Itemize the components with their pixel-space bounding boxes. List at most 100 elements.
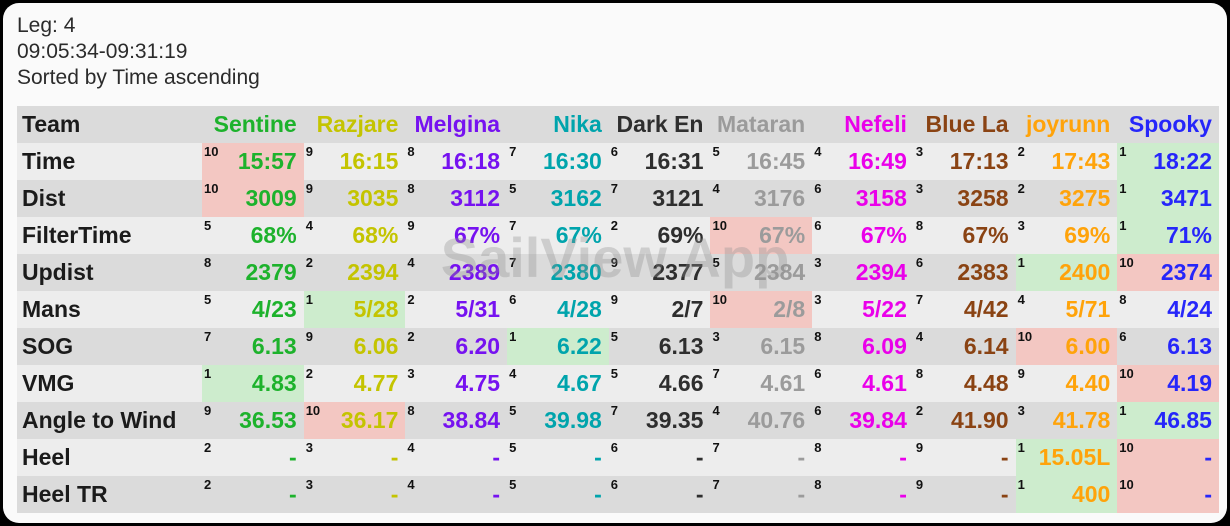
rank-badge: 4	[509, 366, 517, 381]
stat-cell-time-melgina: 8 16:18	[405, 143, 507, 180]
team-column-header-sentine[interactable]: Sentine	[213, 111, 297, 137]
row-label-filtertime[interactable]: FilterTime	[22, 222, 132, 248]
team-column-header-mataran[interactable]: Mataran	[716, 111, 806, 137]
rank-badge: 6	[814, 403, 822, 418]
rank-badge: 3	[1017, 218, 1025, 233]
team-column-header-blue-la[interactable]: Blue La	[925, 111, 1009, 137]
rank-badge: 10	[712, 292, 727, 307]
stat-value: 2374	[1160, 259, 1212, 285]
stat-cell-mans-joyrunn: 4 5/71	[1016, 291, 1118, 328]
row-label-time[interactable]: Time	[22, 148, 76, 174]
stat-cell-time-dark-en: 6 16:31	[609, 143, 711, 180]
stat-value: 2389	[448, 259, 501, 285]
rank-badge: 4	[814, 144, 822, 159]
stat-cell-dist-spooky: 1 3471	[1117, 180, 1219, 217]
stat-cell-updist-nika: 7 2380	[507, 254, 609, 291]
stat-cell-heel-tr-joyrunn: 1 400	[1015, 476, 1118, 513]
rank-badge: 5	[712, 144, 720, 159]
stat-value: 36.17	[340, 407, 399, 433]
rank-badge: 6	[610, 440, 619, 455]
stat-cell-filtertime-dark-en: 2 69%	[609, 217, 711, 254]
stat-value: -	[797, 481, 806, 507]
stat-value: 67%	[555, 222, 602, 248]
rank-badge: 8	[407, 181, 415, 196]
team-column-header-nefeli[interactable]: Nefeli	[844, 111, 907, 137]
rank-badge: 10	[204, 144, 219, 159]
rank-badge: 10	[204, 181, 219, 196]
metric-row-angle-to-wind: Angle to Wind 9 36.53 10 36.17 8 38.84 5 39.98 7 3…	[17, 402, 1219, 439]
rank-badge: 8	[204, 255, 212, 270]
rank-badge: 4	[407, 477, 415, 492]
rank-badge: 1	[509, 329, 517, 344]
rank-badge: 8	[407, 403, 415, 418]
stat-cell-updist-spooky: 10 2374	[1117, 254, 1219, 291]
rank-badge: 7	[610, 403, 619, 418]
stat-value: 6.06	[353, 333, 399, 359]
rank-badge: 4	[407, 440, 415, 455]
team-column-header-dark-en[interactable]: Dark En	[616, 111, 704, 137]
stat-cell-vmg-nika: 4 4.67	[507, 365, 609, 402]
stat-value: 67%	[759, 222, 806, 248]
team-column-header-razjare[interactable]: Razjare	[316, 111, 399, 137]
rank-badge: 2	[1017, 144, 1025, 159]
row-label-vmg[interactable]: VMG	[22, 370, 75, 396]
rank-badge: 7	[712, 477, 720, 492]
rank-badge: 6	[610, 144, 619, 159]
stat-cell-mans-dark-en: 9 2/7	[609, 291, 711, 328]
stat-cell-heel-nika: 5-	[507, 439, 609, 476]
rank-badge: 3	[915, 181, 924, 196]
stat-value: 4.40	[1065, 370, 1111, 396]
stat-value: -	[695, 481, 704, 507]
stat-cell-dist-nika: 5 3162	[507, 180, 609, 217]
row-label-updist[interactable]: Updist	[22, 259, 94, 285]
stat-value: 39.84	[849, 407, 907, 433]
metric-row-vmg: VMG 1 4.83 2 4.77 3 4.75 4 4.67 5 4.66 7 4.61 6 4.61 8 4…	[17, 365, 1219, 402]
team-column-header-melgina[interactable]: Melgina	[414, 111, 501, 137]
metric-row-sog: SOG 7 6.13 9 6.06 2 6.20 1 6.22 5 6.13 3 6.15 8 6.09 4 6…	[17, 328, 1219, 365]
row-label-heel[interactable]: Heel	[22, 444, 71, 470]
stat-value: -	[390, 444, 399, 470]
rank-badge: 7	[509, 144, 517, 159]
stat-value: 6.00	[1065, 333, 1111, 359]
team-column-header-spooky[interactable]: Spooky	[1128, 111, 1212, 137]
row-label-dist[interactable]: Dist	[22, 185, 66, 211]
stat-value: 6.09	[862, 333, 907, 359]
rank-badge: 6	[1119, 329, 1127, 344]
stat-value: -	[1000, 444, 1009, 470]
rank-badge: 3	[814, 292, 822, 307]
stat-cell-updist-mataran: 5 2384	[710, 254, 812, 291]
stat-cell-updist-razjare: 2 2394	[304, 254, 406, 291]
row-label-mans[interactable]: Mans	[22, 296, 81, 322]
stat-cell-angle-to-wind-blue-la: 2 41.90	[914, 402, 1016, 439]
stat-value: -	[899, 444, 907, 470]
team-column-header-joyrunn[interactable]: joyrunn	[1025, 111, 1111, 137]
stat-value: 6.14	[963, 333, 1009, 359]
stat-value: 5/71	[1065, 296, 1111, 322]
metric-row-filtertime: FilterTime 5 68% 4 68% 9 67% 7 67% 2 69% 10 67% 6 67% 8…	[17, 217, 1219, 254]
stat-cell-sog-razjare: 9 6.06	[304, 328, 406, 365]
stat-value: 400	[1071, 481, 1111, 507]
rank-badge: 3	[1017, 403, 1025, 418]
stat-value: 68%	[250, 222, 297, 248]
corner-label-team[interactable]: Team	[22, 111, 81, 137]
stat-cell-dist-mataran: 4 3176	[710, 180, 812, 217]
stat-cell-filtertime-nika: 7 67%	[507, 217, 609, 254]
stat-cell-angle-to-wind-dark-en: 7 39.35	[609, 402, 711, 439]
stat-cell-heel-tr-nika: 5-	[507, 476, 609, 513]
rank-badge: 5	[204, 218, 212, 233]
rank-badge: 9	[407, 218, 415, 233]
row-label-sog[interactable]: SOG	[22, 333, 74, 359]
row-label-heel-tr[interactable]: Heel TR	[22, 481, 108, 507]
row-label-angle-to-wind[interactable]: Angle to Wind	[22, 407, 177, 433]
stat-value: 41.90	[951, 407, 1009, 433]
stat-value: 3035	[347, 185, 399, 211]
stat-value: 4.67	[557, 370, 602, 396]
stat-value: 38.84	[442, 407, 501, 433]
stat-value: 4/42	[963, 296, 1009, 322]
team-column-header-nika[interactable]: Nika	[553, 111, 602, 137]
stat-cell-vmg-melgina: 3 4.75	[405, 365, 507, 402]
rank-badge: 9	[610, 292, 619, 307]
stat-cell-angle-to-wind-nika: 5 39.98	[507, 402, 609, 439]
stat-value: 6.13	[658, 333, 704, 359]
stat-value: 3121	[652, 185, 704, 211]
